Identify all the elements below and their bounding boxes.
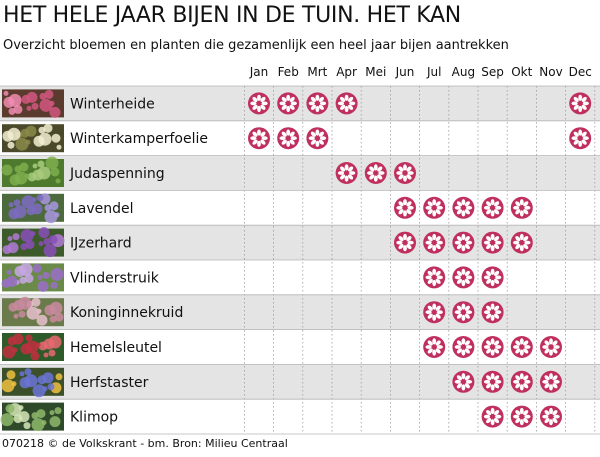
month-label: Feb bbox=[278, 65, 299, 79]
flower-icon bbox=[423, 231, 446, 254]
month-label: Jun bbox=[395, 65, 415, 79]
flower-icon bbox=[481, 196, 504, 219]
plant-label: Lavendel bbox=[70, 201, 134, 217]
flower-icon bbox=[452, 301, 475, 324]
row-separators bbox=[0, 85, 600, 435]
flower-icon bbox=[510, 231, 533, 254]
month-label: Jul bbox=[426, 65, 441, 79]
flower-icon bbox=[248, 92, 270, 115]
flower-icon bbox=[394, 196, 416, 219]
row-band bbox=[0, 155, 600, 191]
plant-label: Herfstaster bbox=[70, 375, 149, 391]
plant-label: IJzerhard bbox=[70, 236, 132, 252]
bloom-calendar-chart: Jan Feb Mrt Apr Mei Jun Jul Aug Sep Okt Nov Dec Win… bbox=[0, 65, 600, 435]
flower-icon bbox=[569, 92, 592, 115]
plant-thumbnail-white-honeysuckle bbox=[2, 123, 64, 153]
flower-icon bbox=[452, 231, 475, 254]
plant-thumbnail-pink-eupatorium bbox=[2, 296, 64, 327]
plant-label: Winterheide bbox=[70, 96, 155, 112]
plant-thumbnail-red-sedum bbox=[2, 333, 64, 361]
flower-icon bbox=[394, 162, 416, 184]
flower-icon bbox=[540, 336, 562, 358]
month-label: Jan bbox=[249, 65, 269, 79]
plant-label: Hemelsleutel bbox=[70, 340, 162, 356]
month-label: Mei bbox=[365, 65, 386, 79]
plant-thumbnail-verbena-purple bbox=[2, 227, 65, 258]
flower-icon bbox=[481, 266, 504, 289]
plant-label: Koninginnekruid bbox=[70, 305, 183, 321]
flower-icon bbox=[335, 162, 358, 184]
plant-label: Judaspenning bbox=[69, 166, 165, 182]
flower-icon bbox=[306, 127, 329, 150]
flower-icon bbox=[481, 405, 504, 428]
plant-labels: Winterheide Winterkamperfoelie Judaspennin… bbox=[69, 96, 208, 425]
flower-icon bbox=[423, 301, 446, 324]
plant-label: Klimop bbox=[70, 410, 118, 426]
flower-icon bbox=[540, 370, 562, 393]
month-label: Apr bbox=[336, 65, 357, 79]
flower-icon bbox=[510, 405, 533, 428]
month-labels: Jan Feb Mrt Apr Mei Jun Jul Aug Sep Okt Nov Dec bbox=[249, 65, 592, 79]
flower-icon bbox=[423, 266, 446, 289]
plant-thumbnail-blue-aster bbox=[1, 367, 64, 398]
month-label: Sep bbox=[481, 65, 504, 79]
plant-thumbnail-lavender bbox=[2, 193, 64, 224]
flower-icon bbox=[481, 301, 504, 324]
flower-icon bbox=[481, 231, 504, 254]
flower-icon bbox=[335, 92, 358, 115]
flower-icon bbox=[481, 336, 504, 358]
plant-thumbnail-green-ivy bbox=[0, 402, 64, 432]
flower-icon bbox=[306, 92, 329, 115]
bloom-markers bbox=[248, 92, 592, 428]
flower-icon bbox=[569, 127, 592, 150]
flower-icon bbox=[423, 336, 446, 358]
source-credit: 070218 © de Volkskrant - bm. Bron: Milie… bbox=[2, 437, 288, 450]
plant-thumbnail-pink-heather bbox=[2, 89, 64, 118]
month-label: Nov bbox=[539, 65, 562, 79]
flower-icon bbox=[423, 196, 446, 219]
flower-icon bbox=[510, 196, 533, 219]
month-label: Okt bbox=[511, 65, 532, 79]
flower-icon bbox=[248, 127, 270, 150]
flower-icon bbox=[481, 370, 504, 393]
flower-icon bbox=[540, 405, 562, 428]
flower-icon bbox=[510, 370, 533, 393]
row-band bbox=[0, 86, 600, 121]
flower-icon bbox=[452, 370, 475, 393]
flower-icon bbox=[452, 266, 475, 289]
flower-icon bbox=[277, 92, 300, 115]
flower-icon bbox=[452, 196, 475, 219]
row-bands bbox=[0, 86, 600, 400]
plant-label: Vlinderstruik bbox=[70, 270, 160, 286]
flower-icon bbox=[394, 231, 416, 254]
chart-subtitle: Overzicht bloemen en planten die gezamen… bbox=[3, 38, 509, 53]
plant-thumbnail-green-leaves bbox=[1, 156, 64, 187]
plant-thumbnails bbox=[0, 89, 65, 432]
flower-icon bbox=[277, 127, 300, 150]
plant-thumbnail-buddleja-purple bbox=[1, 262, 64, 292]
flower-icon bbox=[452, 336, 475, 358]
chart-title: HET HELE JAAR BIJEN IN DE TUIN. HET KAN bbox=[3, 3, 461, 28]
month-label: Aug bbox=[452, 65, 475, 79]
flower-icon bbox=[364, 162, 387, 184]
month-label: Mrt bbox=[307, 65, 327, 79]
month-label: Dec bbox=[569, 65, 592, 79]
plant-label: Winterkamperfoelie bbox=[70, 131, 208, 147]
flower-icon bbox=[510, 336, 533, 358]
